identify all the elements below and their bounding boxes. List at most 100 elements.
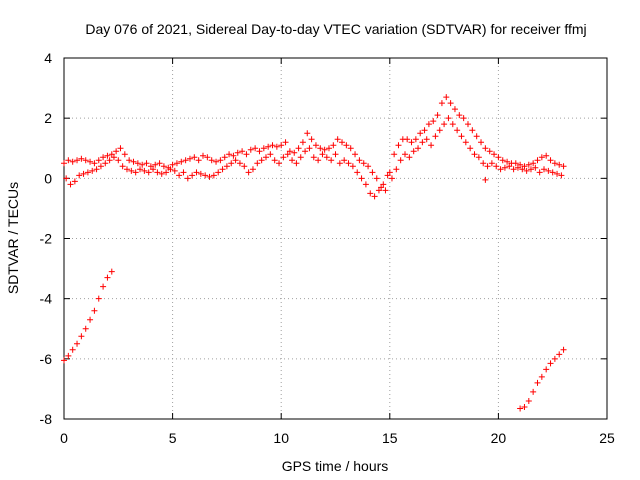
data-point xyxy=(65,157,72,164)
data-point xyxy=(488,160,495,167)
data-point xyxy=(132,169,139,176)
data-point xyxy=(97,163,104,170)
data-point xyxy=(243,151,250,158)
data-point xyxy=(156,160,163,167)
x-axis-tick-labels: 0 5 10 15 20 25 xyxy=(60,430,615,446)
data-point xyxy=(484,163,491,170)
data-point xyxy=(467,145,474,152)
data-point xyxy=(486,148,493,155)
data-point xyxy=(208,157,215,164)
data-point xyxy=(384,172,391,179)
data-point xyxy=(91,160,98,167)
data-point xyxy=(519,166,526,173)
data-point xyxy=(113,148,120,155)
data-point xyxy=(95,295,102,302)
data-point xyxy=(134,160,141,167)
data-point xyxy=(521,403,528,410)
data-point xyxy=(169,161,176,168)
data-point xyxy=(541,166,548,173)
data-point xyxy=(521,163,528,170)
data-point xyxy=(82,157,89,164)
data-point xyxy=(464,121,471,128)
data-point xyxy=(421,127,428,134)
data-point xyxy=(525,161,532,168)
data-point xyxy=(258,157,265,164)
data-point xyxy=(527,166,534,173)
data-point xyxy=(369,169,376,176)
data-point xyxy=(291,149,298,156)
data-point xyxy=(182,157,189,164)
data-point xyxy=(150,166,157,173)
data-point xyxy=(95,157,102,164)
data-point xyxy=(63,175,70,182)
data-point xyxy=(430,118,437,125)
data-point xyxy=(530,388,537,395)
data-point xyxy=(378,184,385,191)
data-point xyxy=(375,187,382,194)
data-point xyxy=(252,145,259,152)
y-tick-label: 4 xyxy=(44,50,52,66)
data-point xyxy=(547,360,554,367)
x-tick-label: 0 xyxy=(60,430,68,446)
data-point xyxy=(525,397,532,404)
data-point xyxy=(184,175,191,182)
data-point xyxy=(286,148,293,155)
data-point xyxy=(334,136,341,143)
data-point xyxy=(117,145,124,152)
data-point xyxy=(319,151,326,158)
data-point xyxy=(360,160,367,167)
data-point xyxy=(388,175,395,182)
data-point xyxy=(102,160,109,167)
data-point xyxy=(163,169,170,176)
data-point xyxy=(71,178,78,185)
data-point xyxy=(447,100,454,107)
data-point xyxy=(321,146,328,153)
y-axis-label: SDTVAR / TECUs xyxy=(5,182,21,294)
series-group xyxy=(63,115,565,200)
data-point xyxy=(100,154,107,161)
data-point xyxy=(191,154,198,161)
data-point xyxy=(297,154,304,161)
series-group xyxy=(61,268,115,364)
data-point xyxy=(551,160,558,167)
data-point xyxy=(556,161,563,168)
data-point xyxy=(67,181,74,188)
data-point xyxy=(491,151,498,158)
data-point xyxy=(367,190,374,197)
data-point xyxy=(195,157,202,164)
data-point xyxy=(543,366,550,373)
data-point xyxy=(228,160,235,167)
y-tick-label: -2 xyxy=(40,231,53,247)
x-axis-label: GPS time / hours xyxy=(282,458,389,474)
data-point xyxy=(239,148,246,155)
data-point xyxy=(356,157,363,164)
data-point xyxy=(349,163,356,170)
x-tick-label: 20 xyxy=(491,430,507,446)
data-point xyxy=(345,160,352,167)
data-point xyxy=(449,121,456,128)
series-group xyxy=(517,346,567,412)
data-point xyxy=(293,160,300,167)
data-point xyxy=(512,160,519,167)
plot-frame xyxy=(63,57,608,420)
data-point xyxy=(497,166,504,173)
data-point xyxy=(104,152,111,159)
data-point xyxy=(80,170,87,177)
data-point xyxy=(415,145,422,152)
data-point xyxy=(412,136,419,143)
data-point xyxy=(108,268,115,275)
y-tick-label: 0 xyxy=(44,170,52,186)
data-point xyxy=(551,355,558,362)
data-point xyxy=(560,346,567,353)
data-point xyxy=(158,170,165,177)
data-point xyxy=(115,157,122,164)
data-point xyxy=(554,170,561,177)
data-point xyxy=(65,352,72,359)
data-point xyxy=(480,160,487,167)
y-axis-tick-labels: -8 -6 -4 -2 0 2 4 xyxy=(40,50,53,427)
data-point xyxy=(197,170,204,177)
data-point xyxy=(104,274,111,281)
chart-title: Day 076 of 2021, Sidereal Day-to-day VTE… xyxy=(85,21,586,37)
data-point xyxy=(560,163,567,170)
